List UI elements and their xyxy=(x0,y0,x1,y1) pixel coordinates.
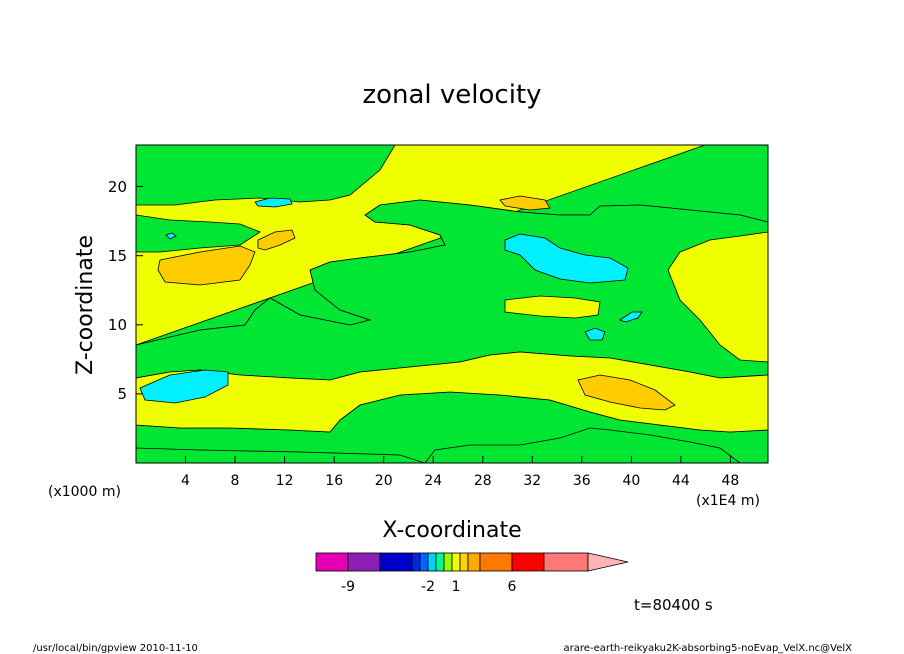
colorbar-swatch xyxy=(543,552,589,572)
region-cyan-small-right xyxy=(584,327,606,341)
colorbar-swatch xyxy=(347,552,381,572)
footer-left: /usr/local/bin/gpview 2010-11-10 xyxy=(33,643,198,654)
chart-title: zonal velocity xyxy=(362,80,541,110)
footer-right: arare-earth-reikyaku2K-absorbing5-noEvap… xyxy=(564,643,853,654)
y-tick-label: 5 xyxy=(117,385,127,403)
x-tick-label: 16 xyxy=(325,473,343,489)
colorbar-swatch xyxy=(511,552,545,572)
region-cyan-left xyxy=(139,369,229,404)
x-ticks xyxy=(185,456,731,463)
region-cyan-top-left xyxy=(254,197,293,208)
y-tick-label: 20 xyxy=(108,178,127,196)
region-orange-left xyxy=(157,245,256,286)
region-cyan-center xyxy=(504,233,629,284)
plot-frame xyxy=(135,144,769,464)
x-tick-label: 8 xyxy=(231,473,240,489)
colorbar-labels: -9 -2 1 6 xyxy=(341,579,517,595)
colorbar-swatch xyxy=(419,552,429,572)
x-tick-label: 36 xyxy=(573,473,591,489)
colorbar-swatch xyxy=(427,552,437,572)
colorbar-swatch xyxy=(479,552,513,572)
colorbar-swatch xyxy=(315,552,349,572)
time-annotation: t=80400 s xyxy=(634,596,713,614)
colorbar-swatch xyxy=(467,552,481,572)
colorbar-swatch xyxy=(443,552,453,572)
region-green-left-strip xyxy=(135,214,261,253)
x-axis-label: X-coordinate xyxy=(382,518,521,543)
colorbar-swatch xyxy=(451,552,461,572)
region-cyan-tiny xyxy=(165,232,177,240)
region-yellow-mid xyxy=(504,295,601,319)
y-tick-labels: 5 10 15 20 xyxy=(108,178,127,403)
x-tick-label: 40 xyxy=(622,473,640,489)
x-tick-label: 12 xyxy=(276,473,294,489)
x-tick-label: 28 xyxy=(474,473,492,489)
contour-fills xyxy=(135,144,769,464)
y-tick-label: 15 xyxy=(108,247,127,265)
region-orange-small-1 xyxy=(257,229,296,251)
y-tick-label: 10 xyxy=(108,316,127,334)
x-unit-label: (x1E4 m) xyxy=(696,493,760,509)
region-orange-upper-mid xyxy=(499,195,551,211)
colorbar-label: 6 xyxy=(508,579,517,595)
colorbar-label: 1 xyxy=(452,579,461,595)
y-axis-label: Z-coordinate xyxy=(73,235,98,375)
colorbar-label: -9 xyxy=(341,579,355,595)
y-unit-label: (x1000 m) xyxy=(48,484,121,500)
x-tick-label: 24 xyxy=(424,473,442,489)
x-tick-label: 4 xyxy=(181,473,190,489)
colorbar-swatch xyxy=(411,552,421,572)
x-tick-label: 32 xyxy=(523,473,541,489)
x-tick-label: 48 xyxy=(721,473,739,489)
colorbar-label: -2 xyxy=(421,579,435,595)
x-tick-labels: 4 8 12 16 20 24 28 32 36 40 44 48 xyxy=(181,473,739,489)
x-tick-label: 20 xyxy=(375,473,393,489)
colorbar-swatch xyxy=(435,552,445,572)
region-orange-lower-right xyxy=(577,374,676,411)
x-tick-label: 44 xyxy=(672,473,690,489)
region-cyan-small-right-2 xyxy=(619,311,643,323)
colorbar-swatch xyxy=(379,552,413,572)
colorbar-swatch xyxy=(459,552,469,572)
y-ticks xyxy=(136,186,143,395)
colorbar xyxy=(315,552,629,572)
region-green-bottom-lower xyxy=(424,427,742,464)
region-green-top-left xyxy=(135,144,396,206)
colorbar-arrow xyxy=(587,552,629,572)
